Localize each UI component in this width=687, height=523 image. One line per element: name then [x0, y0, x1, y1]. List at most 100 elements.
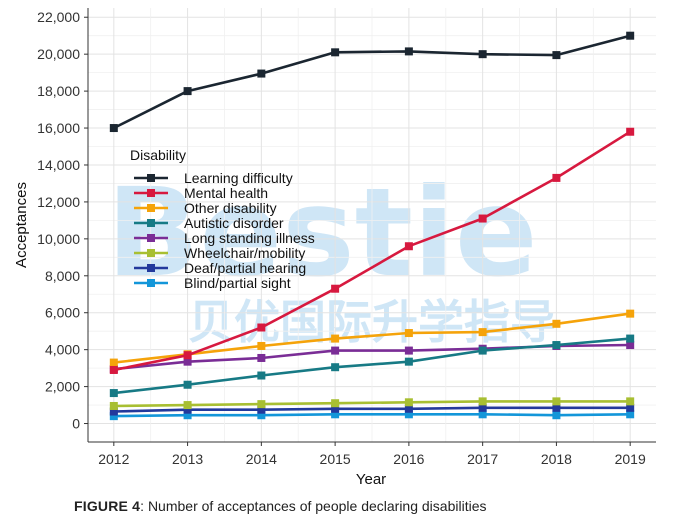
data-point: [552, 319, 561, 328]
legend-label: Other disability: [184, 200, 277, 216]
data-point: [478, 410, 487, 419]
x-tick-label: 2017: [467, 451, 498, 467]
legend-swatch-marker: [147, 279, 155, 287]
legend-title: Disability: [130, 147, 186, 163]
watermark: Bestie 贝优国际升学指导: [106, 162, 556, 349]
data-point: [404, 329, 413, 338]
data-point: [478, 214, 487, 223]
series-mental-health: [109, 127, 635, 374]
x-tick-label: 2014: [246, 451, 277, 467]
data-point: [257, 353, 266, 362]
legend-label: Autistic disorder: [184, 215, 284, 231]
data-point: [109, 389, 118, 398]
data-point: [331, 363, 340, 372]
data-point: [552, 411, 561, 420]
series-line: [113, 34, 631, 130]
data-point: [257, 341, 266, 350]
data-point: [331, 284, 340, 293]
x-tick-label: 2018: [541, 451, 572, 467]
figure-caption-text: : Number of acceptances of people declar…: [140, 498, 487, 514]
data-point: [478, 397, 487, 406]
line-chart: Bestie 贝优国际升学指导 0 2,000 4,000 6,000 8,000 10,…: [13, 8, 656, 488]
legend-swatch-marker: [147, 234, 155, 242]
legend-item: Other disability: [134, 200, 277, 216]
data-point: [404, 410, 413, 419]
series-line: [113, 312, 631, 364]
y-tick-label: 6,000: [45, 305, 80, 321]
y-tick-label: 14,000: [37, 157, 80, 173]
data-point: [478, 328, 487, 337]
axes: 0 2,000 4,000 6,000 8,000 10,000 12,000 14,000 1…: [37, 8, 656, 467]
legend-label: Mental health: [184, 185, 268, 201]
x-axis-title: Year: [356, 471, 386, 488]
legend-item: Mental health: [134, 185, 268, 201]
data-point: [183, 405, 192, 414]
series-deaf-partial-hearing: [109, 403, 635, 416]
data-point: [478, 403, 487, 412]
series-wheelchair-mobility: [109, 397, 635, 410]
data-point: [478, 346, 487, 355]
x-tick-label: 2013: [172, 451, 203, 467]
y-tick-label: 18,000: [37, 83, 80, 99]
data-point: [257, 411, 266, 420]
data-point: [183, 357, 192, 366]
y-tick-label: 8,000: [45, 268, 80, 284]
data-point: [552, 397, 561, 406]
y-tick-label: 0: [72, 416, 80, 432]
legend-item: Autistic disorder: [134, 215, 284, 231]
data-point: [257, 323, 266, 332]
figure-label: FIGURE 4: [74, 498, 141, 514]
x-tick-label: 2019: [615, 451, 646, 467]
data-point: [331, 399, 340, 408]
x-tick-label: 2015: [320, 451, 351, 467]
y-tick-label: 10,000: [37, 231, 80, 247]
data-point: [404, 346, 413, 355]
y-tick-label: 2,000: [45, 379, 80, 395]
legend-label: Wheelchair/mobility: [184, 245, 305, 261]
y-axis-title: Acceptances: [13, 182, 30, 268]
data-point: [183, 351, 192, 360]
legend-swatch-marker: [147, 219, 155, 227]
data-point: [109, 365, 118, 374]
data-point: [552, 403, 561, 412]
series-line: [113, 406, 631, 413]
series-lines: [109, 31, 635, 421]
legend-item: Deaf/partial hearing: [134, 260, 306, 276]
data-point: [257, 400, 266, 409]
series-line: [113, 337, 631, 395]
data-point: [257, 405, 266, 414]
data-point: [404, 47, 413, 56]
data-point: [404, 242, 413, 251]
data-point: [331, 346, 340, 355]
data-point: [109, 358, 118, 367]
series-line: [113, 130, 631, 372]
data-point: [626, 403, 635, 412]
series-line: [113, 412, 631, 418]
data-point: [404, 357, 413, 366]
y-tick-label: 16,000: [37, 120, 80, 136]
series-learning-difficulty: [109, 31, 635, 133]
data-point: [626, 341, 635, 350]
y-tick-label: 4,000: [45, 342, 80, 358]
series-line: [113, 400, 631, 408]
data-point: [183, 87, 192, 96]
x-tick-label: 2012: [98, 451, 129, 467]
series-other-disability: [109, 309, 635, 367]
data-point: [552, 341, 561, 350]
data-point: [331, 334, 340, 343]
y-tick-label: 22,000: [37, 9, 80, 25]
data-point: [109, 412, 118, 421]
data-point: [626, 31, 635, 40]
figure-caption: FIGURE 4: Number of acceptances of peopl…: [74, 498, 486, 514]
legend-label: Deaf/partial hearing: [184, 260, 306, 276]
data-point: [404, 404, 413, 413]
data-point: [478, 50, 487, 59]
data-point: [626, 410, 635, 419]
data-point: [552, 51, 561, 60]
watermark-brand: Bestie: [106, 162, 537, 304]
data-point: [183, 411, 192, 420]
series-autistic-disorder: [109, 334, 635, 398]
legend-swatch-marker: [147, 204, 155, 212]
legend-item: Long standing illness: [134, 230, 315, 246]
data-point: [331, 48, 340, 57]
